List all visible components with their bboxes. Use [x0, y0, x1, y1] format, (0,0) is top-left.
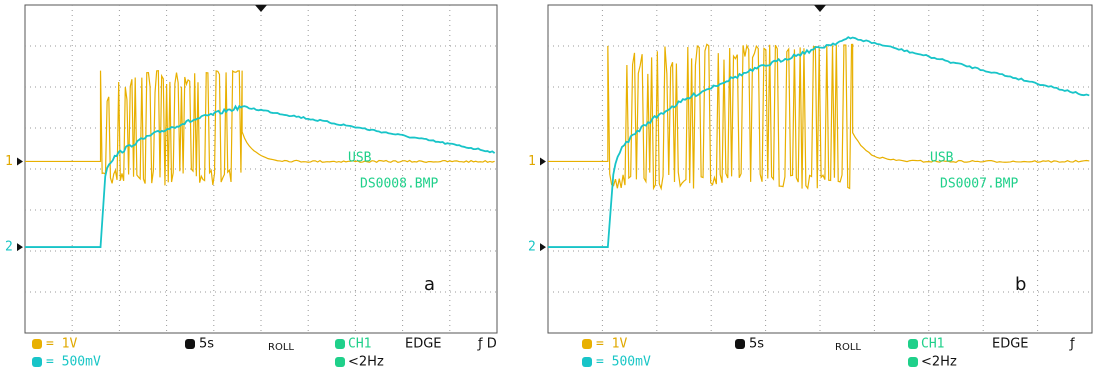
screen-frame: [548, 5, 1092, 333]
status-icon: [908, 357, 918, 367]
ch2-arrow: [17, 243, 23, 251]
status-icon: [185, 339, 195, 349]
ch2-scale: = 500mV: [46, 355, 101, 370]
trigger-marker: [814, 5, 826, 12]
ch1-marker: 1: [5, 154, 13, 169]
status-icon: [335, 339, 345, 349]
coupling: <2Hz: [348, 355, 384, 370]
trigger-type: EDGE: [405, 337, 442, 352]
mode: ROLL: [268, 342, 294, 353]
time-base: 5s: [749, 337, 764, 352]
time-base: 5s: [199, 337, 214, 352]
slope: ƒ D: [477, 337, 497, 352]
status-icon: [582, 339, 592, 349]
panel-label: b: [1015, 274, 1026, 295]
mode: ROLL: [835, 342, 861, 353]
trigger-source: CH1: [348, 337, 371, 352]
trigger-source: CH1: [921, 337, 944, 352]
coupling: <2Hz: [921, 355, 957, 370]
ch2-marker: 2: [5, 240, 13, 255]
status-icon: [32, 339, 42, 349]
file-name: DS0007.BMP: [940, 177, 1018, 192]
ch1-arrow: [540, 157, 546, 165]
scope-panel: 1 2 USB DS0008.BMP a = 1V = 500mV 5s ROLL CH1 <2Hz…: [5, 5, 497, 370]
ch1-scale: = 1V: [596, 337, 627, 352]
trigger-type: EDGE: [992, 337, 1029, 352]
slope: ƒ: [1069, 337, 1075, 352]
ch1-arrow: [17, 157, 23, 165]
status-icon: [908, 339, 918, 349]
status-icon: [582, 357, 592, 367]
usb-label: USB: [930, 151, 954, 166]
status-icon: [335, 357, 345, 367]
scope-panel: 1 2 USB DS0007.BMP b = 1V = 500mV 5s ROLL CH1 <2Hz…: [528, 5, 1092, 370]
ch1-scale: = 1V: [46, 337, 77, 352]
ch2-marker: 2: [528, 240, 536, 255]
ch2-arrow: [540, 243, 546, 251]
status-icon: [32, 357, 42, 367]
usb-label: USB: [348, 151, 372, 166]
ch1-marker: 1: [528, 154, 536, 169]
ch2-scale: = 500mV: [596, 355, 651, 370]
panel-label: a: [424, 274, 435, 295]
file-name: DS0008.BMP: [360, 177, 438, 192]
screenshot: 1 2 USB DS0008.BMP a = 1V = 500mV 5s ROLL CH1 <2Hz…: [0, 0, 1094, 378]
status-icon: [735, 339, 745, 349]
ch1-trace: [548, 44, 1089, 188]
trigger-marker: [255, 5, 267, 12]
